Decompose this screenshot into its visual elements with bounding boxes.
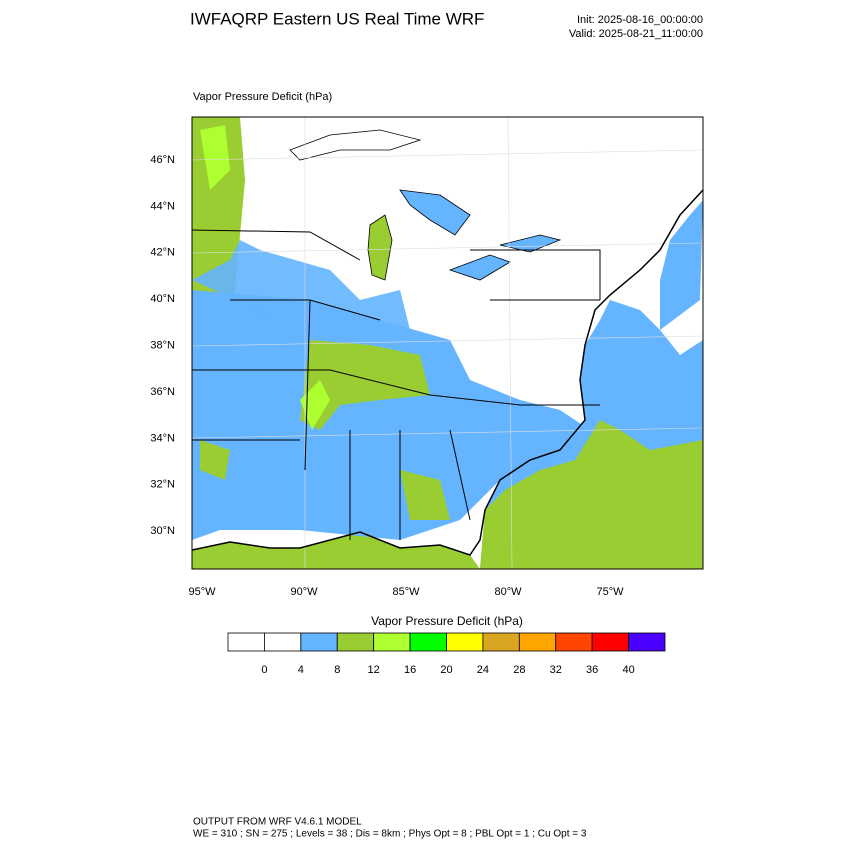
- lon-label: 90°W: [290, 586, 318, 598]
- colorbar-box: [482, 632, 520, 652]
- colorbar-box: [446, 632, 484, 652]
- lat-label: 36°N: [150, 386, 175, 398]
- colorbar-label: 32: [550, 664, 562, 676]
- colorbar-label: 36: [586, 664, 598, 676]
- colorbar-box: [555, 632, 593, 652]
- lat-label: 34°N: [150, 432, 175, 444]
- lat-label: 42°N: [150, 247, 175, 259]
- colorbar-label: 24: [477, 664, 489, 676]
- colorbar-label: 20: [440, 664, 452, 676]
- colorbar-label: 4: [298, 664, 304, 676]
- colorbar-box: [409, 632, 447, 652]
- lat-label: 38°N: [150, 340, 175, 352]
- footer-line: OUTPUT FROM WRF V4.6.1 MODEL: [193, 817, 362, 828]
- lon-label: 85°W: [392, 586, 420, 598]
- colorbar-box: [227, 632, 265, 652]
- colorbar-box: [336, 632, 375, 652]
- colorbar-label: 8: [334, 664, 340, 676]
- colorbar-label: 16: [404, 664, 416, 676]
- colorbar-title: Vapor Pressure Deficit (hPa): [371, 614, 523, 628]
- colorbar-label: 28: [513, 664, 525, 676]
- init-time: Init: 2025-08-16_00:00:00: [577, 14, 703, 26]
- lat-label: 30°N: [150, 525, 175, 537]
- footer-line: WE = 310 ; SN = 275 ; Levels = 38 ; Dis …: [193, 829, 587, 840]
- colorbar-label: 0: [261, 664, 267, 676]
- lat-label: 46°N: [150, 154, 175, 166]
- colorbar-box: [518, 632, 557, 652]
- valid-time: Valid: 2025-08-21_11:00:00: [569, 28, 703, 40]
- lon-label: 95°W: [188, 586, 216, 598]
- lat-label: 32°N: [150, 479, 175, 491]
- lon-label: 75°W: [596, 586, 624, 598]
- lat-label: 40°N: [150, 293, 175, 305]
- colorbar-label: 12: [368, 664, 380, 676]
- map-subtitle: Vapor Pressure Deficit (hPa): [193, 91, 332, 103]
- colorbar-box: [591, 632, 629, 652]
- colorbar-box: [300, 632, 338, 652]
- colorbar-box: [628, 632, 666, 652]
- title: IWFAQRP Eastern US Real Time WRF: [190, 9, 484, 28]
- colorbar-box: [373, 632, 411, 652]
- map: [191, 116, 704, 570]
- lat-label: 44°N: [150, 200, 175, 212]
- colorbar-box: [264, 632, 302, 652]
- lon-label: 80°W: [494, 586, 522, 598]
- colorbar-label: 40: [622, 664, 634, 676]
